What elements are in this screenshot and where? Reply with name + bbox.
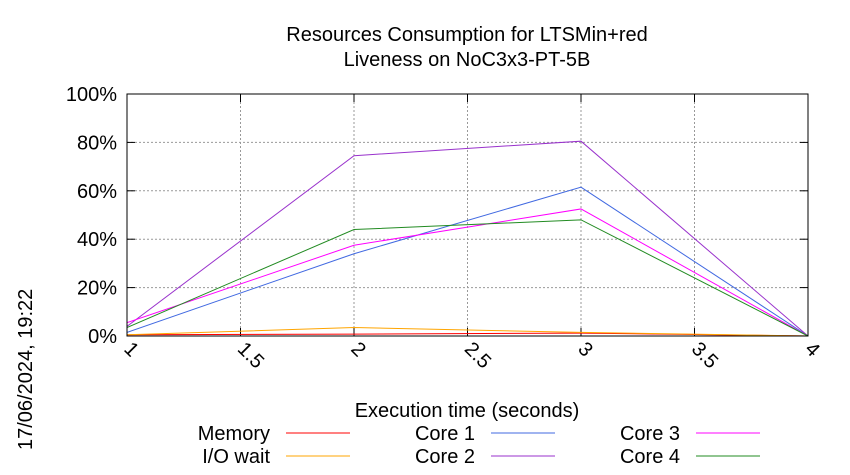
x-tick-label: 3.5	[687, 338, 722, 373]
legend-label: Core 1	[415, 423, 475, 445]
chart-title-line-2: Liveness on NoC3x3-PT-5B	[344, 49, 591, 71]
x-tick-label: 4	[800, 338, 823, 361]
x-tick-label: 3	[573, 338, 596, 361]
series-lines	[126, 140, 809, 337]
series-line-i-o-wait	[126, 327, 809, 337]
x-tick-label: 1	[119, 338, 142, 361]
series-line-core-1	[126, 186, 809, 337]
series-line-core-3	[126, 208, 809, 337]
legend-label: Core 2	[415, 446, 475, 468]
legend-label: Memory	[198, 423, 270, 445]
x-tick-label: 2	[346, 338, 369, 361]
series-line-core-4	[126, 219, 809, 337]
y-tick-label: 40%	[77, 229, 117, 251]
x-tick-label: 2.5	[460, 338, 495, 373]
grid	[127, 94, 808, 336]
x-tick-label: 1.5	[233, 338, 268, 373]
series-line-core-2	[126, 140, 809, 337]
y-tick-label: 0%	[88, 326, 117, 348]
chart-title-line-1: Resources Consumption for LTSMin+red	[286, 24, 647, 46]
legend-label: Core 4	[620, 446, 680, 468]
timestamp: 17/06/2024, 19:22	[15, 289, 37, 450]
legend-label: Core 3	[620, 423, 680, 445]
y-tick-label: 20%	[77, 278, 117, 300]
y-tick-label: 100%	[66, 84, 117, 106]
legend-label: I/O wait	[202, 446, 270, 468]
y-tick-label: 80%	[77, 132, 117, 154]
x-axis-label: Execution time (seconds)	[355, 400, 580, 422]
y-tick-label: 60%	[77, 181, 117, 203]
plot-frame	[126, 93, 809, 337]
